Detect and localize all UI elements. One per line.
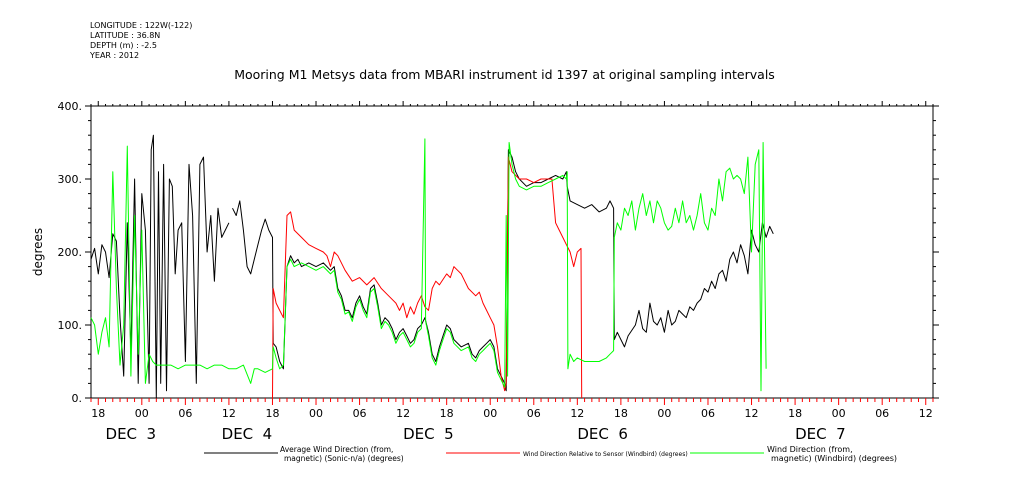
day-label: DEC 5	[403, 425, 454, 443]
series-group	[90, 134, 774, 399]
x-tick-label: 06	[875, 407, 889, 420]
x-tick-label: 06	[178, 407, 192, 420]
latitude-label: LATITUDE : 36.8N	[90, 31, 161, 40]
y-axis-label: degrees	[31, 228, 45, 276]
axes-group: 0. 100. 200. 300. 400. 18 00 06 12 18 00 06 12 18 00 06…	[58, 100, 939, 443]
chart-title: Mooring M1 Metsys data from MBARI instru…	[234, 67, 775, 82]
y-tick-label: 100.	[58, 319, 83, 332]
legend-label-1: magnetic) (Sonic-n/a) (degrees)	[284, 454, 404, 463]
x-tick-label: 12	[570, 407, 584, 420]
x-tick-label: 18	[614, 407, 628, 420]
x-tick-label: 18	[440, 407, 454, 420]
year-label: YEAR : 2012	[90, 51, 140, 60]
y-tick-label: 400.	[58, 100, 83, 113]
x-tick-label: 00	[135, 407, 149, 420]
day-label: DEC 3	[106, 425, 157, 443]
series-line-1	[90, 134, 774, 399]
x-tick-label: 18	[265, 407, 279, 420]
y-tick-label: 200.	[58, 246, 83, 259]
x-tick-label: 12	[222, 407, 236, 420]
metadata-block: LONGITUDE : 122W(-122) LATITUDE : 36.8N …	[90, 21, 192, 61]
x-tick-label: 18	[788, 407, 802, 420]
y-tick-label: 300.	[58, 173, 83, 186]
longitude-label: LONGITUDE : 122W(-122)	[90, 21, 193, 30]
day-label: DEC 4	[222, 425, 273, 443]
x-tick-label: 06	[353, 407, 367, 420]
series-line-3	[90, 138, 767, 392]
x-tick-label: 06	[701, 407, 715, 420]
depth-label: DEPTH (m) : -2.5	[90, 41, 157, 50]
day-label: DEC 7	[795, 425, 846, 443]
x-tick-label: 00	[483, 407, 497, 420]
plot-frame	[90, 105, 934, 399]
legend-label-3: Wind Direction (from,	[767, 445, 853, 454]
legend-label-2: Wind Direction Relative to Sensor (Windb…	[523, 451, 688, 458]
legend: Average Wind Direction (from,magnetic) (…	[204, 445, 897, 463]
y-tick-label: 0.	[72, 392, 83, 405]
x-tick-label: 12	[396, 407, 410, 420]
x-tick-label: 06	[527, 407, 541, 420]
day-label: DEC 6	[577, 425, 628, 443]
x-tick-label: 00	[657, 407, 671, 420]
x-tick-label: 18	[91, 407, 105, 420]
x-tick-label: 00	[832, 407, 846, 420]
legend-label-1: Average Wind Direction (from,	[280, 445, 393, 454]
x-tick-label: 00	[309, 407, 323, 420]
x-tick-label: 12	[919, 407, 933, 420]
series-line-2	[272, 156, 583, 399]
legend-label-3: magnetic) (Windbird) (degrees)	[771, 454, 897, 463]
x-tick-label: 12	[745, 407, 759, 420]
